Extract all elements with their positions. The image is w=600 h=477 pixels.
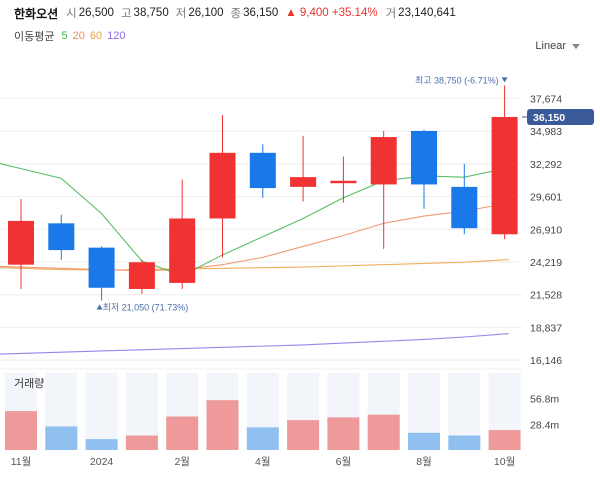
candle-body xyxy=(491,116,518,235)
candle-body xyxy=(128,262,155,289)
volume-bar xyxy=(327,417,360,450)
ma120-line xyxy=(0,333,509,355)
ma-legend-5[interactable]: 5 xyxy=(61,30,68,42)
candle-body xyxy=(48,223,75,251)
candle-body xyxy=(249,152,276,189)
x-tick-label: 2024 xyxy=(90,456,114,468)
stock-name: 한화오션 xyxy=(14,6,59,21)
ma-legend-title: 이동평균 xyxy=(14,31,55,43)
candle-body xyxy=(411,130,437,185)
y-tick-label: 16,146 xyxy=(530,355,562,367)
y-tick-label: 32,292 xyxy=(530,159,562,171)
volume-bar xyxy=(206,400,239,450)
open-value: 26,500 xyxy=(78,7,114,19)
y-tick-label: 24,219 xyxy=(530,257,562,269)
candle-body xyxy=(290,177,317,187)
change-value: ▲ 9,400 +35.14% xyxy=(285,7,378,19)
candle-body xyxy=(451,186,478,229)
x-tick-label: 6월 xyxy=(336,456,352,468)
volume-bar xyxy=(246,427,279,450)
volume-bar xyxy=(166,416,199,450)
y-tick-label: 26,910 xyxy=(530,224,562,236)
ma-legend-20[interactable]: 20 xyxy=(72,30,85,42)
volume-bar xyxy=(367,414,400,450)
low-value: 26,100 xyxy=(188,7,224,19)
ma5-line xyxy=(0,163,509,277)
volume-title: 거래량 xyxy=(14,377,44,390)
min-price-annotation: 최저 21,050 (71.73%) xyxy=(103,303,189,313)
volume-background-column xyxy=(85,373,118,450)
candle-body xyxy=(370,137,397,185)
scale-select[interactable]: Linear xyxy=(535,40,580,52)
volume-bar xyxy=(5,411,37,450)
close-label: 종 xyxy=(230,8,242,20)
x-tick-label: 2월 xyxy=(174,456,190,468)
scale-select-value: Linear xyxy=(535,40,566,52)
moving-average-legend: 이동평균 5 20 60 120 xyxy=(14,28,125,44)
low-label: 저 xyxy=(175,8,187,20)
volume-bar xyxy=(488,430,521,450)
current-price-tag xyxy=(527,108,594,125)
min-marker-icon xyxy=(96,304,103,310)
x-tick-label: 4월 xyxy=(255,456,271,468)
chevron-down-icon xyxy=(572,43,580,49)
ma60-line xyxy=(0,259,509,271)
max-price-annotation: 최고 38,750 (-6.71%) xyxy=(415,75,499,85)
stock-summary-header: 한화오션 시 26,500 고 38,750 저 26,100 종 36,150… xyxy=(14,4,463,22)
candle-body xyxy=(8,220,34,265)
y-tick-label: 34,983 xyxy=(530,126,562,138)
y-tick-label: 37,674 xyxy=(530,93,562,105)
ma-legend-60[interactable]: 60 xyxy=(89,30,103,42)
x-tick-label: 11월 xyxy=(11,456,32,468)
x-tick-label: 8월 xyxy=(416,456,432,468)
volume-label: 거 xyxy=(385,8,397,20)
high-value: 38,750 xyxy=(133,7,169,19)
volume-value: 23,140,641 xyxy=(398,7,456,19)
volume-bar xyxy=(448,435,481,450)
high-label: 고 xyxy=(120,8,132,20)
candle-body xyxy=(88,247,115,288)
y-tick-label: 18,837 xyxy=(530,322,562,334)
max-marker-icon xyxy=(501,77,508,83)
y-tick-label: 29,601 xyxy=(530,192,562,204)
volume-tick-label: 56.8m xyxy=(530,394,559,406)
candle-body xyxy=(209,152,236,219)
ma-legend-120[interactable]: 120 xyxy=(107,30,126,42)
candle-body xyxy=(330,180,357,184)
volume-bar xyxy=(287,420,320,450)
ma20-line xyxy=(0,202,509,272)
close-value: 36,150 xyxy=(243,7,279,19)
current-price-label: 36,150 xyxy=(533,112,565,124)
volume-bar xyxy=(45,426,78,450)
volume-bar xyxy=(85,439,118,450)
x-tick-label: 10월 xyxy=(494,456,515,468)
open-label: 시 xyxy=(66,8,77,20)
y-tick-label: 21,528 xyxy=(530,290,562,302)
candle-body xyxy=(169,218,196,283)
volume-tick-label: 28.4m xyxy=(530,419,559,431)
volume-bar xyxy=(125,435,158,450)
volume-bar xyxy=(408,432,440,450)
